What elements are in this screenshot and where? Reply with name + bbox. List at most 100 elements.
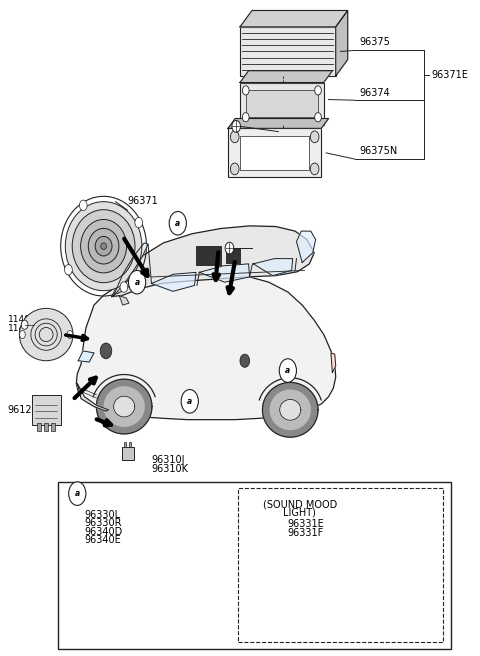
Circle shape <box>296 564 303 575</box>
Circle shape <box>311 163 319 174</box>
Circle shape <box>242 86 249 95</box>
Bar <box>196 245 221 265</box>
Text: LIGHT): LIGHT) <box>283 508 316 518</box>
Circle shape <box>330 634 337 644</box>
Ellipse shape <box>95 236 112 256</box>
Bar <box>238 488 444 642</box>
Polygon shape <box>280 400 301 420</box>
Text: 96120P: 96120P <box>8 405 45 415</box>
Polygon shape <box>263 382 318 437</box>
Ellipse shape <box>19 308 73 361</box>
Ellipse shape <box>151 602 156 607</box>
Circle shape <box>230 163 239 174</box>
Polygon shape <box>270 390 310 430</box>
Polygon shape <box>336 10 348 76</box>
Circle shape <box>343 579 350 590</box>
Circle shape <box>20 331 25 338</box>
Ellipse shape <box>65 201 142 291</box>
Bar <box>51 423 55 431</box>
Circle shape <box>311 131 319 143</box>
Text: a: a <box>187 397 192 406</box>
Text: 96310K: 96310K <box>152 464 189 474</box>
Circle shape <box>169 211 186 235</box>
Ellipse shape <box>141 589 167 619</box>
Ellipse shape <box>72 210 135 283</box>
Circle shape <box>120 619 128 630</box>
Text: 1140EN: 1140EN <box>8 315 43 324</box>
Text: a: a <box>134 277 140 287</box>
Ellipse shape <box>121 566 186 642</box>
Text: 96360U: 96360U <box>27 332 62 341</box>
Bar <box>124 442 126 447</box>
Text: 96371: 96371 <box>128 196 158 206</box>
Polygon shape <box>112 226 314 297</box>
Polygon shape <box>152 272 196 291</box>
Circle shape <box>283 619 290 630</box>
Ellipse shape <box>88 228 119 264</box>
Circle shape <box>242 113 249 122</box>
Polygon shape <box>120 296 129 305</box>
Bar <box>58 482 451 649</box>
Polygon shape <box>77 384 108 411</box>
Bar <box>246 91 318 117</box>
Circle shape <box>315 113 322 122</box>
Polygon shape <box>113 243 148 297</box>
Bar <box>240 27 336 76</box>
Text: 1140EH: 1140EH <box>8 323 43 333</box>
Text: 96374: 96374 <box>360 88 390 98</box>
Bar <box>228 129 322 177</box>
Polygon shape <box>114 396 135 417</box>
Circle shape <box>315 86 322 95</box>
Text: 1339CC: 1339CC <box>254 243 292 253</box>
Circle shape <box>67 331 73 338</box>
Bar <box>44 423 48 431</box>
Circle shape <box>100 343 112 359</box>
Bar <box>129 442 131 447</box>
Text: 96331E: 96331E <box>288 520 324 529</box>
Polygon shape <box>331 353 336 373</box>
Circle shape <box>129 270 146 294</box>
Ellipse shape <box>134 581 173 627</box>
Ellipse shape <box>127 573 180 635</box>
Polygon shape <box>199 264 250 282</box>
Circle shape <box>135 217 143 228</box>
Polygon shape <box>104 387 144 426</box>
Text: 1141AC: 1141AC <box>281 127 318 136</box>
Text: 96371E: 96371E <box>432 70 468 80</box>
Text: a: a <box>175 218 180 228</box>
Polygon shape <box>228 119 328 129</box>
Circle shape <box>120 282 128 293</box>
Bar <box>226 248 240 262</box>
Circle shape <box>21 320 28 329</box>
Polygon shape <box>96 379 152 434</box>
Bar <box>37 423 41 431</box>
Polygon shape <box>240 71 332 83</box>
Ellipse shape <box>290 573 343 635</box>
Polygon shape <box>78 351 94 362</box>
Circle shape <box>167 634 175 644</box>
Circle shape <box>240 354 250 367</box>
Bar <box>121 447 133 461</box>
Text: 96330R: 96330R <box>84 518 122 528</box>
Ellipse shape <box>303 589 330 619</box>
Ellipse shape <box>81 220 127 273</box>
Text: 96340D: 96340D <box>84 527 123 537</box>
FancyBboxPatch shape <box>32 395 61 425</box>
Text: 96375N: 96375N <box>360 146 398 157</box>
Circle shape <box>133 564 141 575</box>
Text: 96310J: 96310J <box>152 455 185 465</box>
Ellipse shape <box>310 596 324 613</box>
Polygon shape <box>297 231 316 262</box>
Ellipse shape <box>101 243 107 249</box>
Ellipse shape <box>314 602 319 607</box>
Polygon shape <box>253 258 293 276</box>
Circle shape <box>65 264 72 275</box>
Circle shape <box>225 242 234 254</box>
Circle shape <box>180 579 188 590</box>
Text: 96340E: 96340E <box>84 535 121 545</box>
Bar <box>240 136 310 170</box>
Text: a: a <box>75 489 80 498</box>
Polygon shape <box>240 10 348 27</box>
Circle shape <box>232 121 240 133</box>
Circle shape <box>181 390 198 413</box>
